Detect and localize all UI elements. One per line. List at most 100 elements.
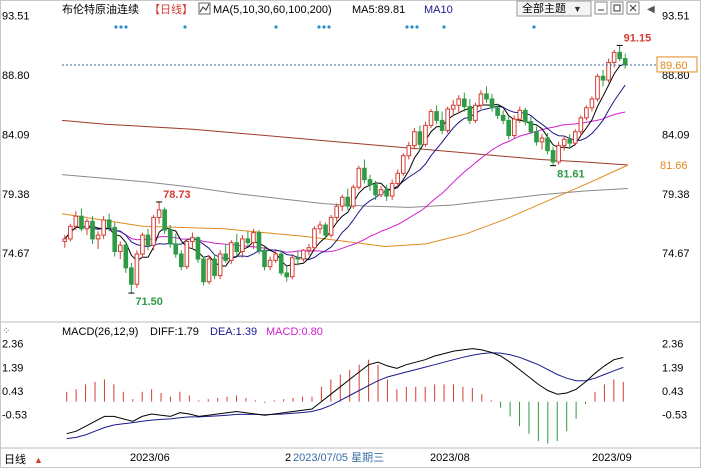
price-annotations: 78.73 71.50 81.61 91.15 xyxy=(128,32,651,308)
candle-body xyxy=(567,138,573,144)
event-dot[interactable] xyxy=(405,25,409,29)
candle-body xyxy=(234,242,240,252)
macd-y-tick-left: -0.53 xyxy=(2,410,27,422)
candle-body xyxy=(312,228,317,249)
event-markers xyxy=(114,25,536,29)
diff-line xyxy=(66,348,624,435)
candle-body xyxy=(478,93,484,106)
close-icon[interactable] xyxy=(626,1,640,15)
candle-body xyxy=(301,249,306,260)
candle-body xyxy=(445,108,450,131)
event-dot[interactable] xyxy=(317,25,321,29)
ma200-line xyxy=(61,174,629,208)
candle-body xyxy=(467,106,473,121)
candle-body xyxy=(434,111,439,121)
panel-drag-icon[interactable]: ⁘ xyxy=(2,326,10,337)
macd-y-tick-right: -0.53 xyxy=(662,410,687,422)
candle-body xyxy=(134,253,140,285)
period-label: 【日线】 xyxy=(149,2,193,16)
event-dot[interactable] xyxy=(415,25,419,29)
candle-body xyxy=(317,224,323,230)
event-dot[interactable] xyxy=(532,25,536,29)
candle-body xyxy=(212,258,217,276)
event-dot[interactable] xyxy=(322,25,326,29)
price-axis: 93.51 93.51 88.80 88.80 84.09 84.09 79.38 79.38… xyxy=(2,11,690,260)
chevron-down-icon: ▼ xyxy=(573,4,582,14)
candle-body xyxy=(523,109,528,123)
candle-body xyxy=(617,51,622,60)
candle-body xyxy=(528,121,534,133)
scroll-left-icon[interactable]: ◀ xyxy=(647,4,655,15)
period-tab-label[interactable]: 日线 xyxy=(4,452,26,466)
event-dot[interactable] xyxy=(410,25,414,29)
macd-histogram xyxy=(66,359,624,444)
annotation-label: 91.15 xyxy=(624,32,652,44)
annotation-label: 81.61 xyxy=(557,169,585,181)
candle-body xyxy=(473,104,478,121)
period-tab-arrow-icon[interactable]: ▲ xyxy=(34,455,43,465)
candle-body xyxy=(572,131,578,144)
event-dot[interactable] xyxy=(114,25,118,29)
candle-body xyxy=(578,117,584,133)
event-dot[interactable] xyxy=(274,25,278,29)
x-tick-2: 2 xyxy=(285,452,291,464)
candle-body xyxy=(68,225,73,240)
candle-body xyxy=(517,109,523,120)
candle-body xyxy=(206,258,212,283)
macd-lines xyxy=(66,348,624,440)
candle-body xyxy=(173,243,179,255)
candle-body xyxy=(428,111,434,126)
current-price-box xyxy=(656,56,698,73)
event-dot[interactable] xyxy=(442,25,446,29)
candle-body xyxy=(240,238,245,252)
candle-body xyxy=(345,196,351,207)
candle-body xyxy=(506,119,511,137)
candle-body xyxy=(273,253,278,261)
candle-body xyxy=(373,184,378,196)
candle-body xyxy=(278,253,284,274)
candle-body xyxy=(90,220,95,240)
candle-body xyxy=(351,186,356,207)
candle-body xyxy=(356,167,362,188)
x-tick-crosshair-date: 2023/07/05 星期三 xyxy=(293,451,384,464)
candle-body xyxy=(362,167,367,181)
event-dot[interactable] xyxy=(124,25,128,29)
candle-body xyxy=(367,179,373,186)
event-dot[interactable] xyxy=(183,25,187,29)
candle-body xyxy=(62,238,68,242)
ma100-line xyxy=(61,119,629,166)
event-dot[interactable] xyxy=(119,25,123,29)
theme-dropdown[interactable]: 全部主题 ▼ xyxy=(516,0,592,17)
candle-body xyxy=(412,131,417,147)
current-price-label: 89.60 xyxy=(660,60,688,72)
candle-body xyxy=(539,137,545,143)
macd-y-tick-left: 1.39 xyxy=(2,362,23,374)
x-tick-sep: 2023/09 xyxy=(592,452,632,464)
candle-body xyxy=(561,138,567,147)
candle-body xyxy=(456,98,462,106)
candle-body xyxy=(600,75,606,81)
candle-body xyxy=(550,150,556,163)
candle-body xyxy=(162,209,167,231)
candle-body xyxy=(511,118,517,137)
annotation-label: 71.50 xyxy=(135,296,163,308)
minimize-icon[interactable] xyxy=(594,1,608,15)
theme-dropdown-label: 全部主题 xyxy=(522,1,566,15)
candle-body xyxy=(289,257,295,278)
macd-title: MACD(26,12,9) xyxy=(62,326,138,338)
candle-body xyxy=(117,244,123,252)
x-tick-jun: 2023/06 xyxy=(130,452,170,464)
y-tick-left: 88.80 xyxy=(2,70,30,82)
candle-body xyxy=(112,227,118,252)
restore-icon[interactable] xyxy=(610,1,624,15)
y-tick-left: 74.67 xyxy=(2,248,30,260)
candle-body xyxy=(589,98,595,109)
event-dot[interactable] xyxy=(327,25,331,29)
candle-body xyxy=(406,145,412,157)
macd-histogram-value: MACD:0.80 xyxy=(266,326,323,338)
candle-body xyxy=(145,234,151,246)
indicator-icon[interactable] xyxy=(198,2,211,15)
candle-body xyxy=(417,131,423,145)
ma10-value: MA10 xyxy=(424,4,453,16)
